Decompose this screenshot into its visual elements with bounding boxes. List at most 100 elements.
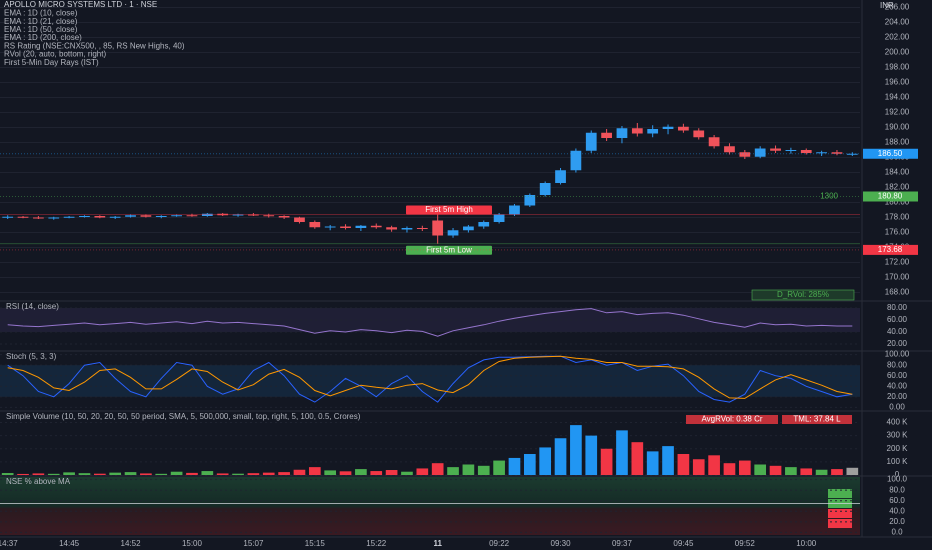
volume-tag-label: AvgRVol: 0.38 Cr: [701, 415, 762, 424]
x-tick-label: 15:15: [305, 539, 326, 548]
status-box: [828, 509, 852, 518]
candle-body: [294, 217, 305, 222]
volume-bar: [155, 473, 168, 475]
candle-body: [186, 215, 198, 217]
volume-bar: [109, 472, 122, 475]
panel-title: NSE % above MA: [6, 477, 71, 486]
indicator-legend: EMA : 1D (21, close): [4, 17, 78, 26]
candle-body: [846, 153, 858, 155]
x-tick-label: 14:45: [59, 539, 80, 548]
panel-title: Stoch (5, 3, 3): [6, 352, 57, 361]
volume-bar: [293, 469, 306, 475]
series-line: [7, 308, 853, 337]
volume-bar: [339, 471, 352, 475]
candle-body: [278, 216, 290, 218]
y-tick-label: 200 K: [887, 444, 909, 453]
candle-body: [355, 225, 367, 228]
y-tick-label: 206.00: [885, 3, 910, 12]
annotation: 1300: [820, 192, 838, 201]
chart-title: APOLLO MICRO SYSTEMS LTD · 1 · NSE: [4, 0, 157, 9]
candle-body: [478, 222, 490, 227]
candle-body: [94, 216, 106, 218]
y-tick-label: 20.0: [889, 517, 905, 526]
candle-body: [155, 216, 167, 217]
currency: INR: [880, 1, 894, 10]
x-tick-label: 09:37: [612, 539, 633, 548]
candle-body: [616, 128, 628, 138]
volume-bar: [585, 435, 598, 475]
indicator-legend: EMA : 1D (200, close): [4, 33, 82, 42]
candle-body: [739, 152, 751, 157]
volume-bar: [17, 473, 29, 475]
volume-bar: [370, 471, 383, 475]
x-tick-label: 09:52: [735, 539, 756, 548]
candle-body: [263, 215, 275, 217]
candle-body: [370, 225, 382, 228]
candle-body: [416, 228, 428, 229]
candle-body: [2, 216, 14, 218]
volume-bar: [262, 472, 275, 475]
price-tag-label: 180.80: [878, 192, 903, 201]
candle-body: [140, 215, 152, 217]
y-tick-label: 196.00: [885, 78, 910, 87]
volume-bar: [477, 465, 490, 475]
candle-body: [125, 215, 136, 217]
y-tick-label: 40.00: [887, 381, 908, 390]
volume-bar: [646, 451, 659, 475]
y-tick-label: 0.0: [891, 527, 903, 536]
y-tick-label: 40.0: [889, 506, 905, 515]
candle-body: [785, 150, 797, 151]
volume-bar: [63, 472, 75, 475]
y-tick-label: 100.0: [887, 475, 908, 484]
indicator-legend: First 5-Min Day Rays (IST): [4, 58, 99, 67]
candle-body: [17, 216, 29, 218]
price-tag-label: 186.50: [878, 149, 903, 158]
volume-bar: [186, 472, 198, 475]
x-tick-label: 09:30: [551, 539, 572, 548]
candle-body: [509, 205, 520, 215]
indicator-legend: EMA : 1D (10, close): [4, 9, 78, 18]
volume-tag-label: TML: 37.84 L: [793, 415, 841, 424]
y-tick-label: 180.00: [885, 198, 910, 207]
price-tag: [863, 191, 918, 202]
y-tick-label: 80.00: [887, 303, 908, 312]
volume-bar: [78, 473, 91, 475]
candle-body: [109, 216, 121, 218]
candle-body: [800, 150, 812, 153]
volume-bar: [216, 473, 229, 475]
volume-bar: [631, 442, 644, 475]
volume-bar: [385, 470, 398, 475]
volume-bar: [355, 469, 367, 475]
candle-body: [678, 126, 689, 131]
y-tick-label: 20.00: [887, 392, 908, 401]
volume-bar: [831, 469, 843, 475]
volume-bar: [738, 460, 751, 475]
y-tick-label: 178.00: [885, 213, 910, 222]
candle-body: [631, 128, 643, 134]
x-tick-label: 11: [433, 539, 442, 548]
y-tick-label: 190.00: [885, 123, 910, 132]
volume-tag: [686, 415, 778, 424]
volume-bar: [708, 455, 720, 475]
series-line: [7, 355, 853, 403]
candle-body: [601, 132, 612, 138]
y-tick-label: 0: [895, 470, 900, 479]
y-tick-label: 200.00: [885, 48, 910, 57]
candle-body: [324, 226, 336, 228]
y-tick-label: 60.0: [889, 496, 905, 505]
level-label-box: [406, 205, 492, 215]
x-tick-label: 10:00: [796, 539, 817, 548]
volume-bar: [815, 469, 828, 475]
y-tick-label: 170.00: [885, 273, 910, 282]
volume-bar: [523, 454, 536, 475]
volume-bar: [232, 473, 244, 475]
volume-bar: [93, 473, 106, 475]
candle-body: [401, 228, 413, 230]
volume-bar: [554, 438, 567, 475]
candle-body: [79, 216, 90, 217]
volume-bar: [278, 472, 290, 475]
candle-body: [831, 152, 843, 154]
volume-bar: [754, 464, 767, 475]
